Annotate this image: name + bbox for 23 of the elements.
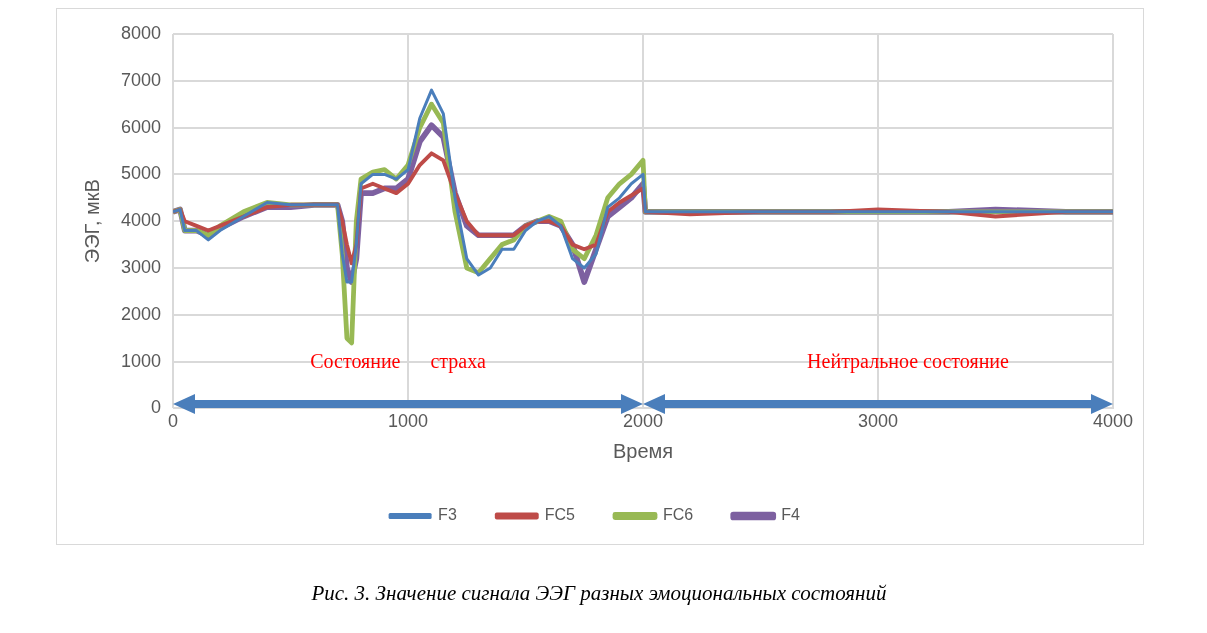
x-tick-label: 1000 [388, 411, 429, 432]
y-tick-label: 7000 [121, 69, 162, 90]
y-tick-label: 8000 [121, 22, 162, 43]
y-tick-label: 4000 [121, 210, 162, 231]
y-tick-label: 3000 [121, 256, 162, 277]
legend-label: F4 [781, 506, 800, 524]
legend-label: FC5 [544, 506, 576, 524]
x-axis-title: Время [612, 439, 674, 462]
y-tick-label: 5000 [121, 163, 162, 184]
legend-label: F3 [438, 506, 457, 524]
y-axis-title: ЭЭГ, мкВ [80, 179, 103, 264]
y-tick-label: 0 [151, 397, 162, 418]
annotation: Состояние страха [310, 350, 486, 374]
x-tick-label: 4000 [1092, 411, 1134, 432]
x-tick-label: 3000 [857, 411, 899, 432]
text: Рис. 3. Значение сигнала ЭЭГ разных эмоциональных состояний [310, 581, 888, 606]
annotation: Нейтральное состояние [807, 350, 1010, 374]
y-tick-label: 6000 [121, 116, 162, 137]
x-tick-label: 2000 [623, 411, 664, 432]
y-tick-label: 2000 [121, 303, 162, 324]
x-tick-label: 0 [168, 411, 179, 432]
y-tick-label: 1000 [121, 350, 162, 371]
legend-label: FC6 [663, 506, 694, 524]
